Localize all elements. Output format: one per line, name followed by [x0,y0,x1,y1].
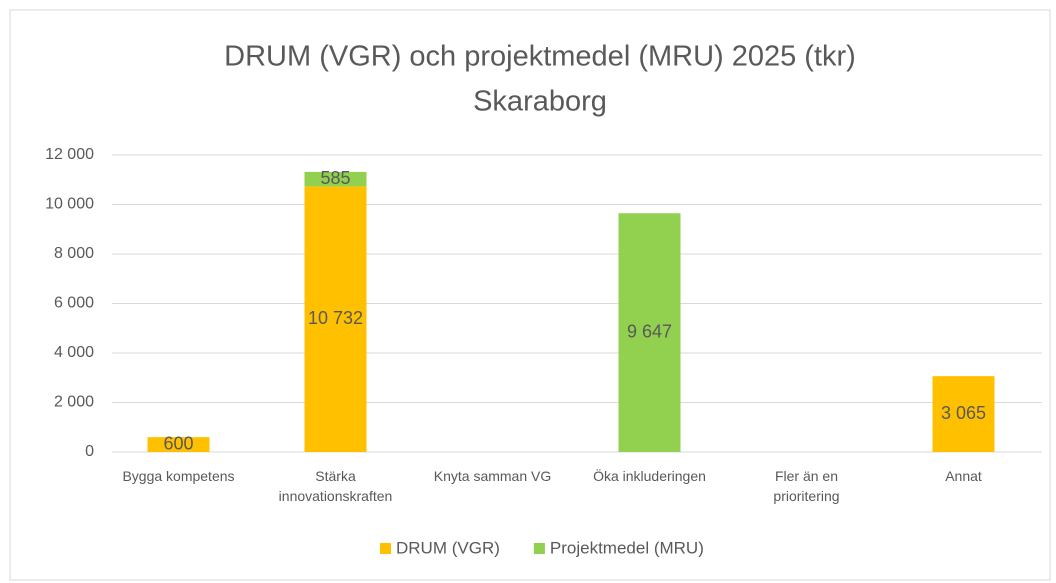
legend-label: Projektmedel (MRU) [550,538,704,557]
y-tick-label: 4 000 [54,344,94,361]
x-tick-label: Fler än en prioritering [773,468,840,504]
legend-label: DRUM (VGR) [396,538,500,557]
x-tick-label: Öka inkluderingen [593,468,706,484]
y-tick-label: 12 000 [45,146,94,163]
y-tick-label: 0 [85,443,94,460]
bar [618,213,681,452]
chart-title: Skaraborg [473,86,607,118]
bar [147,437,210,452]
data-label: 9 647 [627,321,672,341]
bar [304,171,367,187]
x-tick-label: Bygga kompetens [122,468,235,484]
data-label: 3 065 [941,403,986,423]
x-tick-label: Stärka innovationskraften [278,468,393,504]
y-tick-label: 10 000 [45,196,94,213]
data-label: 585 [320,168,350,188]
legend-swatch [533,543,545,554]
y-tick-label: 2 000 [54,394,94,411]
chart-title: DRUM (VGR) och projektmedel (MRU) 2025 (… [224,41,856,73]
chart-border [9,9,1051,581]
bar [304,186,367,452]
data-label: 600 [163,433,193,453]
legend-swatch [380,543,391,554]
y-tick-label: 6 000 [54,295,94,312]
data-label: 10 732 [308,308,363,328]
x-tick-label: Knyta samman VG [433,468,552,484]
y-tick-label: 8 000 [54,245,94,262]
x-tick-label: Annat [945,468,982,484]
bar [932,376,995,452]
